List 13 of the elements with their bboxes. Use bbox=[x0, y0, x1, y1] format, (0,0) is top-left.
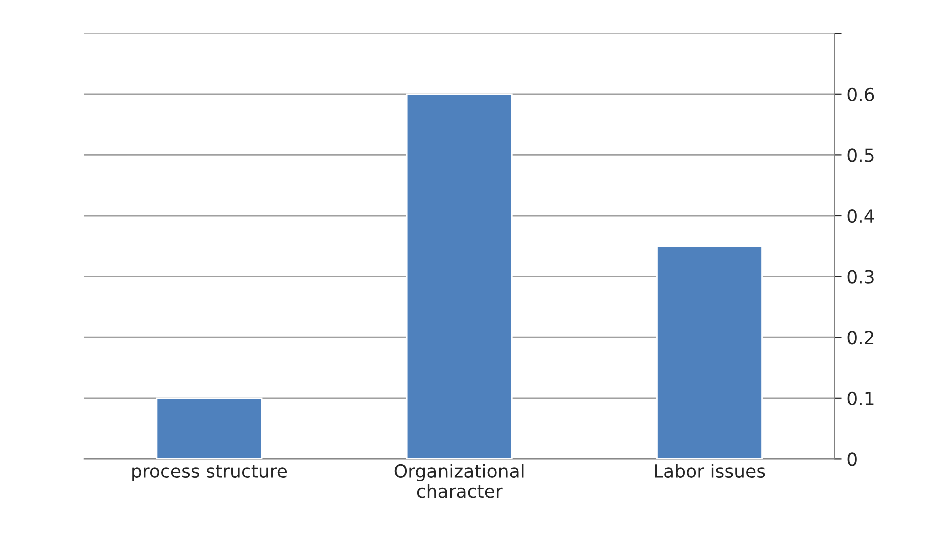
x-tick-label: process structure bbox=[132, 465, 288, 482]
bar bbox=[656, 246, 763, 460]
bar bbox=[406, 94, 513, 460]
y-tick-label: 0 bbox=[848, 452, 857, 466]
y-tick-label: 0.4 bbox=[848, 209, 874, 224]
y-tick-label: 0.6 bbox=[848, 88, 874, 102]
y-tick-label: 0.5 bbox=[848, 148, 874, 162]
x-tick-label: Organizational character bbox=[394, 464, 524, 498]
x-tick-label: Labor issues bbox=[655, 464, 766, 478]
y-tick-label: 0.1 bbox=[848, 392, 874, 406]
y-tick-label: 0.3 bbox=[848, 270, 874, 284]
bar bbox=[156, 398, 263, 460]
y-tick-label: 0.2 bbox=[848, 331, 874, 345]
